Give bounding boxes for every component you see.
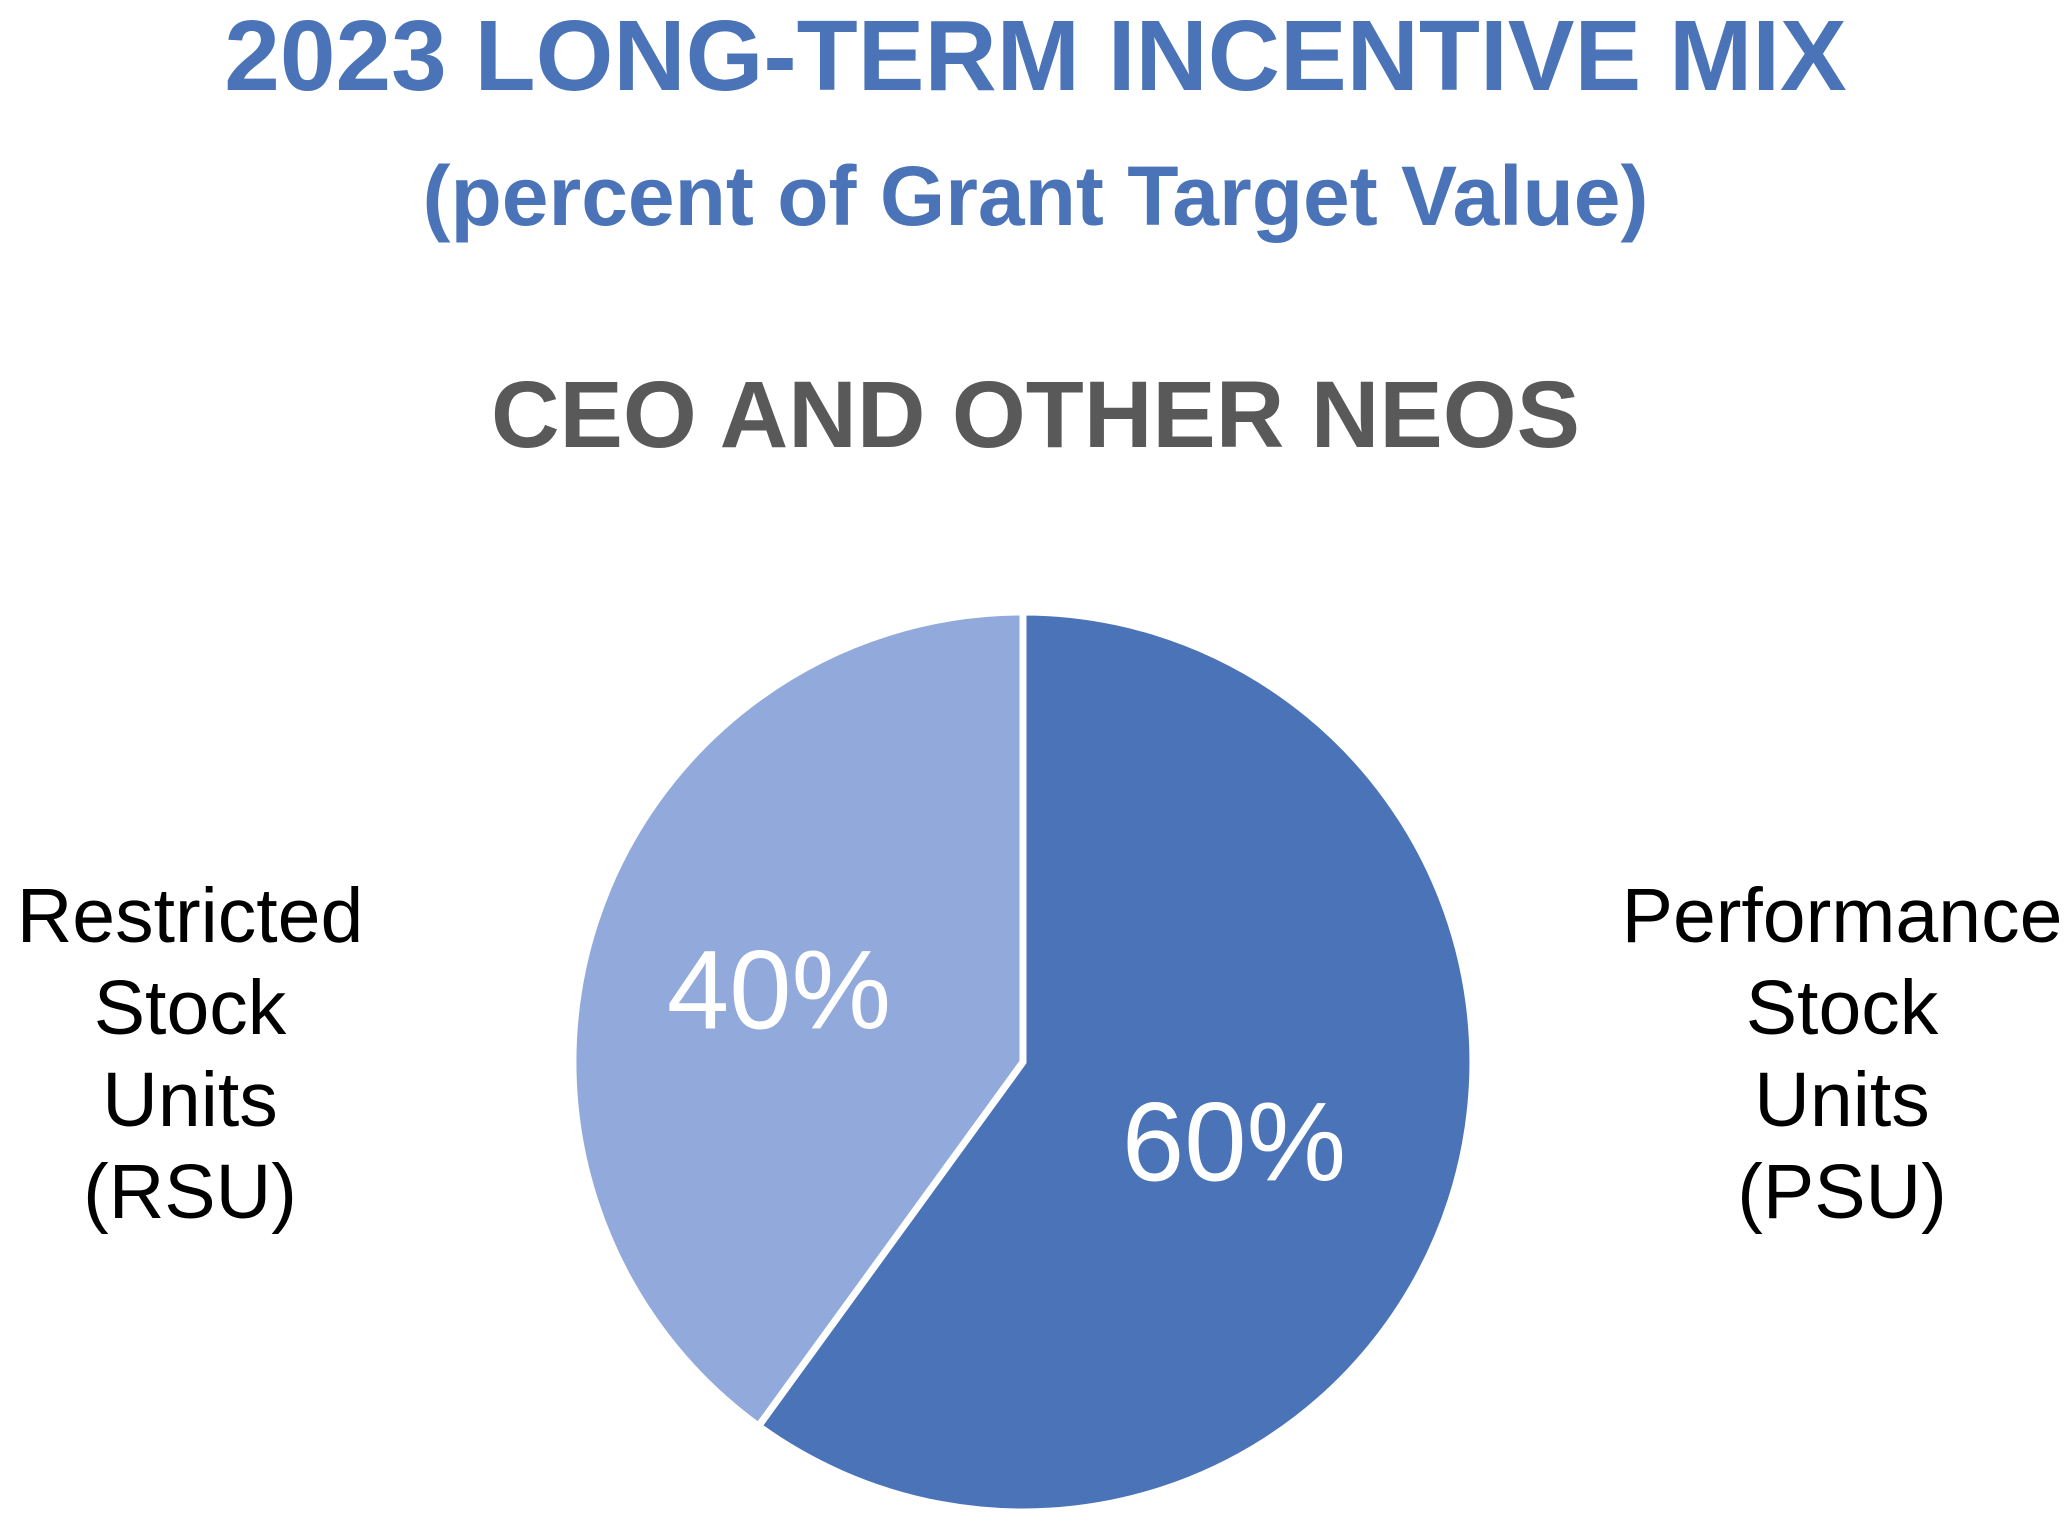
chart-title: CEO AND OTHER NEOS (490, 362, 1581, 468)
slice-label-rsu: 40% (666, 927, 892, 1053)
pie-slice-rsu (569, 608, 1027, 1430)
category-label-psu: Performance Stock Units (PSU) (1621, 873, 2063, 1235)
pie-slice-psu (755, 608, 1477, 1516)
slice-label-psu: 60% (1121, 1079, 1347, 1205)
category-label-rsu: Restricted Stock Units (RSU) (16, 873, 364, 1235)
page-title: 2023 LONG-TERM INCENTIVE MIX (percent of… (0, 0, 2071, 246)
pie-chart (569, 608, 1477, 1516)
title-line-2: (percent of Grant Target Value) (422, 149, 1649, 243)
title-line-1: 2023 LONG-TERM INCENTIVE MIX (224, 0, 1847, 112)
